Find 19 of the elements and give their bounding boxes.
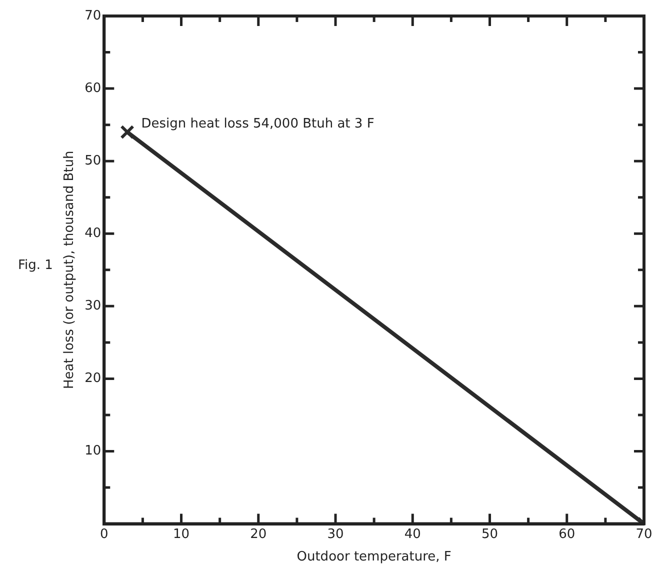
x-tick-label: 70: [636, 526, 652, 542]
y-tick-label: 40: [84, 226, 102, 242]
annotation: Design heat loss 54,000 Btuh at 3 F: [141, 116, 374, 132]
x-axis-title: Outdoor temperature, F: [296, 550, 452, 565]
y-tick-label: 30: [84, 298, 102, 314]
x-tick-label: 40: [404, 526, 421, 542]
x-tick-label: 0: [100, 526, 108, 542]
y-axis-title: Heat loss (or output), thousand Btuh: [62, 150, 78, 390]
x-tick-label: 60: [558, 526, 576, 542]
x-tick-label: 50: [481, 526, 498, 542]
x-tick-label: 30: [327, 526, 344, 542]
y-tick-label: 50: [84, 153, 102, 168]
x-tick-label: 10: [172, 526, 190, 542]
y-tick-label: 10: [84, 444, 102, 459]
caption: Fig. 1: [18, 258, 53, 273]
y-tick-label: 20: [84, 371, 102, 386]
y-tick-label: 70: [84, 8, 102, 24]
y-tick-label: 60: [84, 80, 102, 96]
x-tick-label: 20: [250, 526, 267, 542]
